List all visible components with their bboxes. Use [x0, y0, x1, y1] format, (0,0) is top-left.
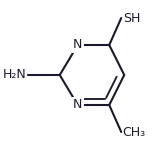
Text: SH: SH [123, 12, 140, 24]
Text: H₂N: H₂N [3, 69, 27, 81]
Text: N: N [73, 39, 82, 51]
Text: N: N [73, 99, 82, 111]
Text: CH₃: CH₃ [123, 126, 146, 138]
